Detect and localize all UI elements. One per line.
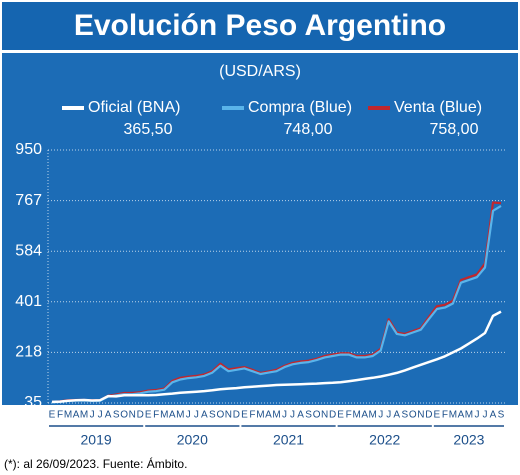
legend-value: 365,50 [124, 121, 173, 138]
y-tick-label: 218 [15, 344, 42, 361]
x-tick-label: A [361, 410, 368, 421]
x-tick-label: F [57, 410, 63, 421]
x-tick-label: M [449, 410, 457, 421]
subtitle: (USD/ARS) [219, 63, 301, 80]
x-tick-label: A [458, 410, 465, 421]
x-tick-label: O [409, 410, 417, 421]
x-tick-label: J [282, 410, 287, 421]
year-label: 2022 [369, 432, 400, 448]
x-tick-label: S [113, 410, 120, 421]
x-tick-label: J [474, 410, 479, 421]
legend-label: Oficial (BNA) [88, 99, 180, 116]
x-tick-label: J [386, 410, 391, 421]
x-tick-label: J [290, 410, 295, 421]
x-tick-label: M [465, 410, 473, 421]
x-tick-label: M [176, 410, 184, 421]
x-tick-label: O [313, 410, 321, 421]
x-tick-label: E [49, 410, 56, 421]
series-line [51, 310, 502, 404]
x-tick-label: M [369, 410, 377, 421]
x-tick-label: J [194, 410, 199, 421]
x-tick-label: M [272, 410, 280, 421]
title-band [2, 2, 518, 50]
x-tick-label: J [378, 410, 383, 421]
x-tick-label: F [153, 410, 159, 421]
x-tick-label: D [137, 410, 144, 421]
x-tick-label: A [393, 410, 400, 421]
x-tick-label: A [73, 410, 80, 421]
x-tick-label: O [216, 410, 224, 421]
x-tick-label: J [186, 410, 191, 421]
x-tick-label: E [241, 410, 248, 421]
x-tick-label: S [401, 410, 408, 421]
x-tick-label: E [337, 410, 344, 421]
x-tick-label: A [490, 410, 497, 421]
year-label: 2021 [273, 432, 304, 448]
x-tick-label: N [129, 410, 136, 421]
chart-title: Evolución Peso Argentino [74, 9, 446, 42]
year-label: 2023 [453, 432, 484, 448]
series-line [51, 201, 502, 403]
x-tick-label: J [482, 410, 487, 421]
x-tick-label: S [305, 410, 312, 421]
x-tick-label: J [98, 410, 103, 421]
y-tick-label: 35 [24, 394, 42, 411]
x-tick-label: N [321, 410, 328, 421]
x-tick-label: S [209, 410, 216, 421]
x-tick-label: J [90, 410, 95, 421]
x-tick-label: M [353, 410, 361, 421]
y-tick-label: 950 [15, 141, 42, 158]
x-tick-label: M [160, 410, 168, 421]
x-tick-label: D [233, 410, 240, 421]
y-tick-label: 584 [15, 242, 42, 259]
x-tick-label: D [329, 410, 336, 421]
legend-label: Compra (Blue) [248, 99, 352, 116]
x-tick-label: O [120, 410, 128, 421]
chart-panel [2, 53, 518, 405]
x-tick-label: S [498, 410, 505, 421]
x-tick-label: E [434, 410, 441, 421]
x-tick-label: A [265, 410, 272, 421]
legend-value: 748,00 [284, 121, 333, 138]
footnote: (*): al 26/09/2023. Fuente: Ámbito. [4, 456, 187, 471]
y-tick-label: 401 [15, 293, 42, 310]
x-tick-label: E [145, 410, 152, 421]
x-tick-label: M [64, 410, 72, 421]
x-tick-label: A [201, 410, 208, 421]
x-tick-label: D [425, 410, 432, 421]
year-label: 2020 [177, 432, 208, 448]
x-tick-label: A [297, 410, 304, 421]
x-tick-label: M [256, 410, 264, 421]
x-tick-label: A [105, 410, 112, 421]
legend-label: Venta (Blue) [394, 99, 482, 116]
x-tick-label: F [442, 410, 448, 421]
x-tick-label: N [225, 410, 232, 421]
x-tick-label: N [417, 410, 424, 421]
legend-value: 758,00 [430, 121, 479, 138]
y-tick-label: 767 [15, 192, 42, 209]
year-label: 2019 [81, 432, 112, 448]
x-tick-label: F [249, 410, 255, 421]
x-tick-label: M [80, 410, 88, 421]
x-tick-label: F [346, 410, 352, 421]
x-tick-label: A [169, 410, 176, 421]
